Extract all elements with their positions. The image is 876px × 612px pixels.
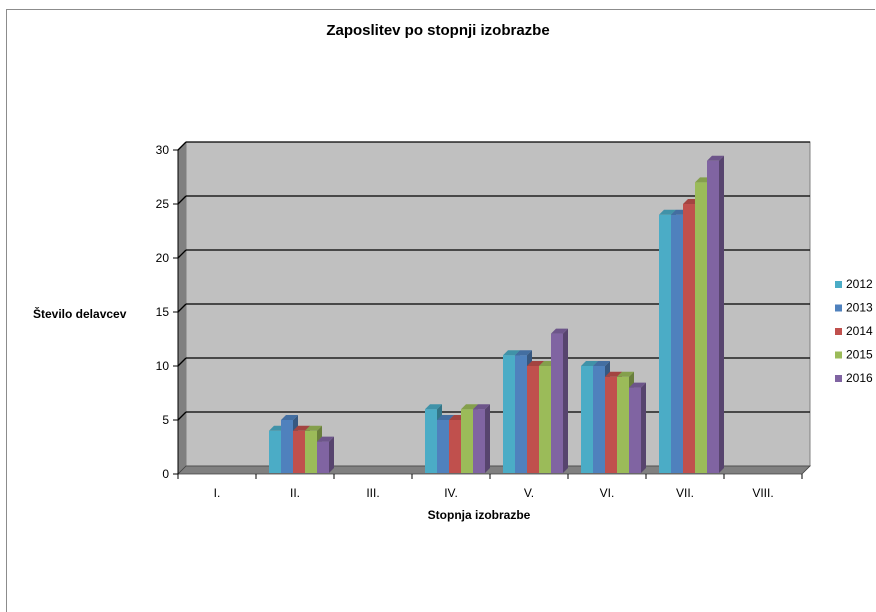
gridline-side	[177, 249, 187, 259]
y-tick-label: 20	[156, 251, 170, 265]
bar-front	[539, 366, 551, 473]
bar-front	[515, 355, 527, 473]
x-tick-label: IV.	[444, 486, 458, 500]
bar-2016-V.	[551, 328, 568, 473]
bar-top	[425, 404, 442, 410]
legend-swatch-2013	[835, 304, 842, 312]
bar-top	[503, 350, 520, 356]
legend-swatch-2016	[835, 375, 842, 382]
x-tick-label: VIII.	[752, 486, 773, 500]
gridline-side	[177, 141, 187, 151]
bar-front	[503, 355, 515, 473]
bar-front	[527, 366, 539, 473]
bar-side	[563, 328, 568, 473]
bar-front	[629, 387, 641, 473]
bar-side	[485, 404, 490, 473]
bar-front	[617, 376, 629, 473]
bar-front	[671, 214, 683, 474]
bar-side	[329, 436, 334, 473]
bar-2016-VI.	[629, 382, 646, 473]
bar-front	[581, 366, 593, 473]
y-tick-label: 25	[156, 197, 170, 211]
legend-swatch-2015	[835, 351, 842, 359]
bar-front	[659, 214, 671, 474]
bar-top	[605, 371, 622, 377]
y-tick-label: 30	[156, 143, 170, 157]
bar-top	[707, 155, 724, 161]
bars	[269, 155, 724, 474]
bar-2016-II.	[317, 436, 334, 473]
x-tick-label: I.	[214, 486, 221, 500]
bar-front	[551, 333, 563, 473]
x-axis: I. II. III. IV. V. VI. VII. VIII.	[177, 474, 803, 500]
x-tick-label: VI.	[600, 486, 615, 500]
x-axis-title: Stopnja izobrazbe	[428, 508, 531, 522]
gridline-side	[177, 357, 187, 367]
bar-top	[551, 328, 568, 334]
legend-label-2015: 2015	[846, 348, 873, 362]
bar-top	[305, 425, 322, 431]
bar-front	[317, 441, 329, 473]
legend: 2012 2013 2014 2015 2016	[835, 277, 873, 385]
bar-front	[695, 182, 707, 473]
x-tick-label: VII.	[676, 486, 694, 500]
legend-label-2013: 2013	[846, 301, 873, 315]
legend-label-2016: 2016	[846, 371, 873, 385]
bar-top	[527, 361, 544, 366]
bar-2016-IV.	[473, 404, 490, 473]
gridline-side	[177, 303, 187, 313]
bar-front	[593, 366, 605, 473]
bar-top	[593, 361, 610, 366]
bar-front	[281, 420, 293, 473]
bar-2016-VII.	[707, 155, 724, 474]
bar-front	[269, 430, 281, 473]
bar-side	[641, 382, 646, 473]
legend-swatch-2014	[835, 328, 842, 335]
bar-front	[473, 409, 485, 473]
bar-top	[515, 350, 532, 356]
bar-front	[305, 430, 317, 473]
bar-top	[629, 382, 646, 388]
x-tick-label: III.	[366, 486, 379, 500]
y-tick-label: 0	[162, 467, 169, 481]
y-tick-label: 10	[156, 359, 170, 373]
bar-front	[437, 420, 449, 473]
bar-top	[581, 361, 598, 366]
x-tick-label: V.	[524, 486, 534, 500]
bar-side	[719, 155, 724, 474]
y-axis-title: Število delavcev	[33, 306, 127, 321]
chart-frame	[6, 9, 875, 612]
y-tick-label: 15	[156, 305, 170, 319]
bar-front	[449, 420, 461, 473]
bar-front	[707, 160, 719, 474]
bar-top	[293, 425, 310, 431]
gridline-side	[177, 411, 187, 421]
bar-front	[683, 204, 695, 473]
bar-front	[425, 409, 437, 473]
bar-top	[617, 371, 634, 377]
bar-front	[293, 430, 305, 473]
bar-top	[473, 404, 490, 410]
bar-top	[281, 415, 298, 420]
y-tick-label: 5	[162, 413, 169, 427]
bar-top	[659, 209, 676, 215]
legend-label-2012: 2012	[846, 277, 873, 291]
y-axis: 0 5 10 15 20 25 30	[156, 143, 179, 481]
gridline-side	[177, 195, 187, 205]
legend-swatch-2012	[835, 281, 842, 288]
chart-title: Zaposlitev po stopnji izobrazbe	[326, 22, 550, 39]
x-tick-label: II.	[290, 486, 300, 500]
bar-top	[317, 436, 334, 442]
bar-front	[461, 409, 473, 473]
bar-front	[605, 376, 617, 473]
bar-top	[437, 415, 454, 420]
legend-label-2014: 2014	[846, 324, 873, 338]
bar-top	[461, 404, 478, 410]
